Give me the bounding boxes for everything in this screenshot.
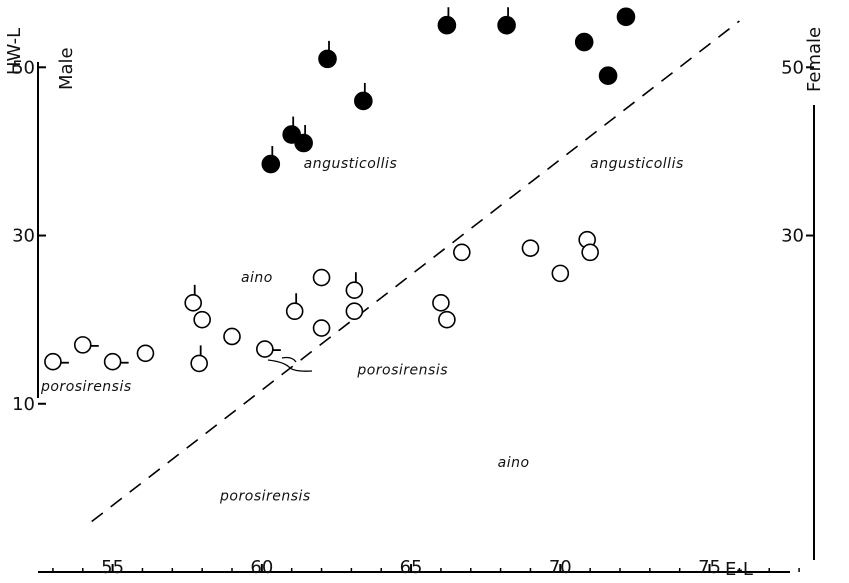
annotation-layer: angusticollis angusticollis aino porosirens… bbox=[40, 156, 684, 505]
annotation-label: aino bbox=[241, 270, 273, 286]
y-tick-label-left: 10 bbox=[12, 394, 35, 415]
open-point bbox=[521, 239, 540, 257]
filled-point bbox=[437, 7, 457, 35]
open-marker bbox=[345, 281, 364, 300]
open-marker bbox=[44, 352, 62, 371]
annotation-label: porosirensis bbox=[219, 489, 311, 505]
filled-point bbox=[616, 7, 636, 27]
open-point bbox=[345, 272, 364, 300]
open-point bbox=[285, 293, 304, 321]
x-axis-label: E-L bbox=[725, 559, 753, 580]
open-marker bbox=[521, 239, 540, 257]
filled-marker bbox=[497, 15, 516, 35]
filled-point bbox=[574, 32, 594, 52]
open-point bbox=[581, 243, 599, 262]
open-point bbox=[136, 344, 155, 363]
right-axis-title: Female bbox=[804, 27, 825, 92]
open-marker bbox=[256, 340, 274, 358]
open-point bbox=[184, 284, 202, 312]
open-marker bbox=[438, 310, 456, 329]
points-layer bbox=[44, 7, 636, 373]
open-marker bbox=[103, 352, 122, 371]
open-point bbox=[438, 310, 456, 329]
filled-marker bbox=[354, 91, 373, 111]
annotation-label: porosirensis bbox=[356, 362, 448, 378]
filled-marker bbox=[598, 66, 618, 86]
filled-marker bbox=[437, 15, 457, 35]
open-marker bbox=[453, 243, 471, 262]
open-point bbox=[256, 340, 281, 358]
filled-point bbox=[318, 40, 337, 69]
filled-point bbox=[261, 146, 281, 174]
x-tick-label: 60 bbox=[250, 557, 273, 578]
y-tick-label-left: 50 bbox=[12, 57, 35, 78]
filled-point bbox=[294, 125, 313, 153]
open-point bbox=[190, 345, 208, 373]
filled-marker bbox=[616, 7, 636, 27]
open-marker bbox=[136, 344, 155, 363]
annotation-label: angusticollis bbox=[304, 156, 398, 172]
y-tick-label-right: 30 bbox=[781, 226, 804, 247]
annotation-label: angusticollis bbox=[590, 156, 684, 172]
x-tick-label: 65 bbox=[400, 557, 423, 578]
open-point bbox=[432, 294, 450, 312]
open-marker bbox=[285, 302, 304, 321]
open-marker bbox=[432, 294, 450, 312]
x-tick-label: 75 bbox=[698, 557, 721, 578]
leader-line bbox=[267, 359, 313, 372]
open-point bbox=[223, 327, 241, 346]
filled-marker bbox=[294, 133, 313, 153]
x-tick-label: 55 bbox=[101, 557, 124, 578]
open-point bbox=[44, 352, 69, 371]
open-marker bbox=[190, 354, 208, 373]
y-tick-label-right: 50 bbox=[781, 57, 804, 78]
open-marker bbox=[312, 319, 331, 337]
filled-point bbox=[354, 82, 373, 111]
open-marker bbox=[223, 327, 241, 346]
open-marker bbox=[551, 264, 570, 283]
left-axis-title: Male bbox=[56, 47, 77, 90]
open-marker bbox=[581, 243, 599, 262]
open-marker bbox=[184, 294, 202, 312]
y-axis-label: HW-L bbox=[4, 28, 25, 75]
annotation-label: porosirensis bbox=[40, 379, 132, 395]
filled-point bbox=[497, 7, 516, 35]
open-point bbox=[193, 310, 211, 329]
open-point bbox=[345, 302, 364, 321]
open-point bbox=[453, 243, 471, 262]
axes: 5560657075103050305070 bbox=[12, 57, 815, 578]
open-point bbox=[312, 268, 331, 287]
y-tick-label-left: 30 bbox=[12, 226, 35, 247]
filled-marker bbox=[318, 49, 337, 69]
open-marker bbox=[73, 336, 92, 354]
open-marker bbox=[312, 268, 331, 287]
divider-layer bbox=[91, 20, 740, 523]
annotation-label: aino bbox=[498, 455, 530, 471]
leader-line bbox=[281, 356, 297, 363]
open-marker bbox=[193, 310, 211, 329]
x-tick-label: 70 bbox=[549, 557, 572, 578]
open-point bbox=[312, 319, 331, 337]
filled-point bbox=[598, 66, 618, 86]
filled-marker bbox=[261, 154, 281, 174]
open-point bbox=[551, 264, 570, 283]
open-point bbox=[73, 336, 99, 354]
divider-line bbox=[91, 20, 740, 523]
filled-marker bbox=[574, 32, 594, 52]
open-point bbox=[103, 352, 129, 371]
open-marker bbox=[345, 302, 364, 321]
